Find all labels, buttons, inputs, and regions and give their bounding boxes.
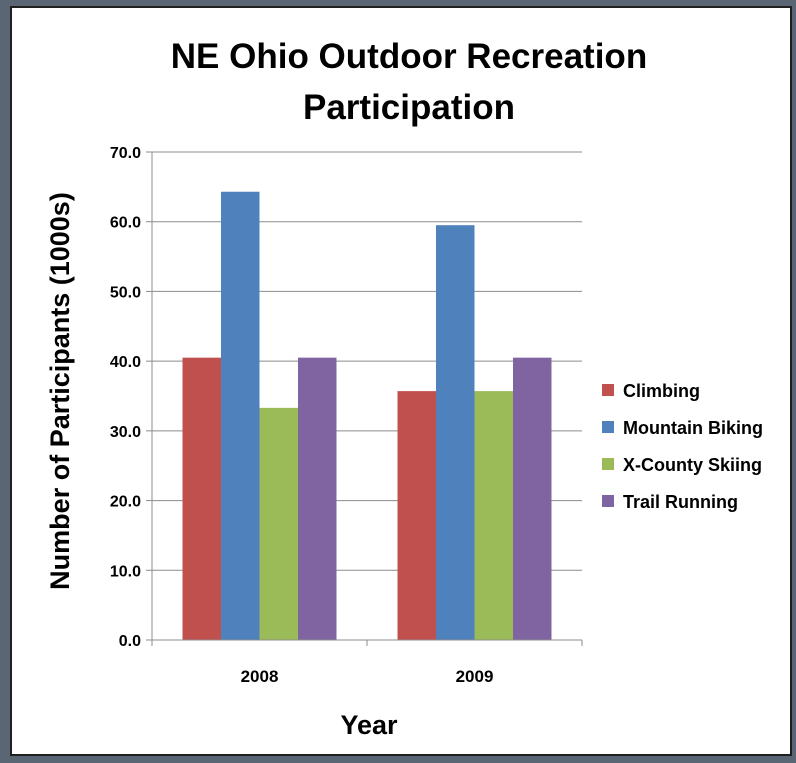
legend-label-mountain-biking: Mountain Biking [623, 418, 763, 438]
bar-climbing-2009 [397, 391, 436, 640]
y-tick-label-0: 0.0 [119, 633, 141, 650]
axes [146, 151, 583, 646]
x-tick-label-2008: 2008 [241, 667, 279, 686]
bar-trail-running-2008 [298, 357, 337, 640]
bar-climbing-2008 [182, 357, 221, 640]
y-tick-label-4: 40.0 [110, 354, 141, 371]
bar-x-county-skiing-2009 [474, 391, 513, 640]
bars [182, 191, 552, 641]
legend-swatch-climbing [602, 384, 614, 396]
y-tick-label-2: 20.0 [110, 494, 141, 511]
x-tick-label-2009: 2009 [456, 667, 494, 686]
x-tick-labels: 2008 2009 [241, 667, 494, 686]
y-axis-title: Number of Participants (1000s) [45, 192, 75, 590]
legend-label-climbing: Climbing [623, 381, 700, 401]
chart-canvas: NE Ohio Outdoor Recreation Participation… [45, 37, 763, 740]
legend-swatch-mountain-biking [602, 421, 614, 433]
chart-title-line-1: NE Ohio Outdoor Recreation [171, 37, 647, 76]
bar-mountain-biking-2009 [436, 225, 475, 640]
bar-x-county-skiing-2008 [259, 407, 298, 640]
y-tick-labels: 0.0 10.0 20.0 30.0 40.0 50.0 60.0 70.0 [110, 145, 141, 650]
chart-title-line-2: Participation [303, 88, 515, 127]
legend-swatch-x-county-skiing [602, 458, 614, 470]
x-axis-title: Year [340, 710, 398, 740]
y-tick-label-1: 10.0 [110, 563, 141, 580]
y-tick-label-3: 30.0 [110, 424, 141, 441]
legend: Climbing Mountain Biking X-County Skiing Tr… [602, 381, 763, 512]
legend-swatch-trail-running [602, 495, 614, 507]
y-tick-label-5: 50.0 [110, 284, 141, 301]
legend-label-trail-running: Trail Running [623, 492, 738, 512]
legend-label-x-county-skiing: X-County Skiing [623, 455, 762, 475]
bar-trail-running-2009 [513, 357, 552, 640]
bar-mountain-biking-2008 [221, 191, 260, 641]
y-tick-label-6: 60.0 [110, 215, 141, 232]
y-tick-label-7: 70.0 [110, 145, 141, 162]
chart-frame: NE Ohio Outdoor Recreation Participation… [10, 6, 792, 756]
